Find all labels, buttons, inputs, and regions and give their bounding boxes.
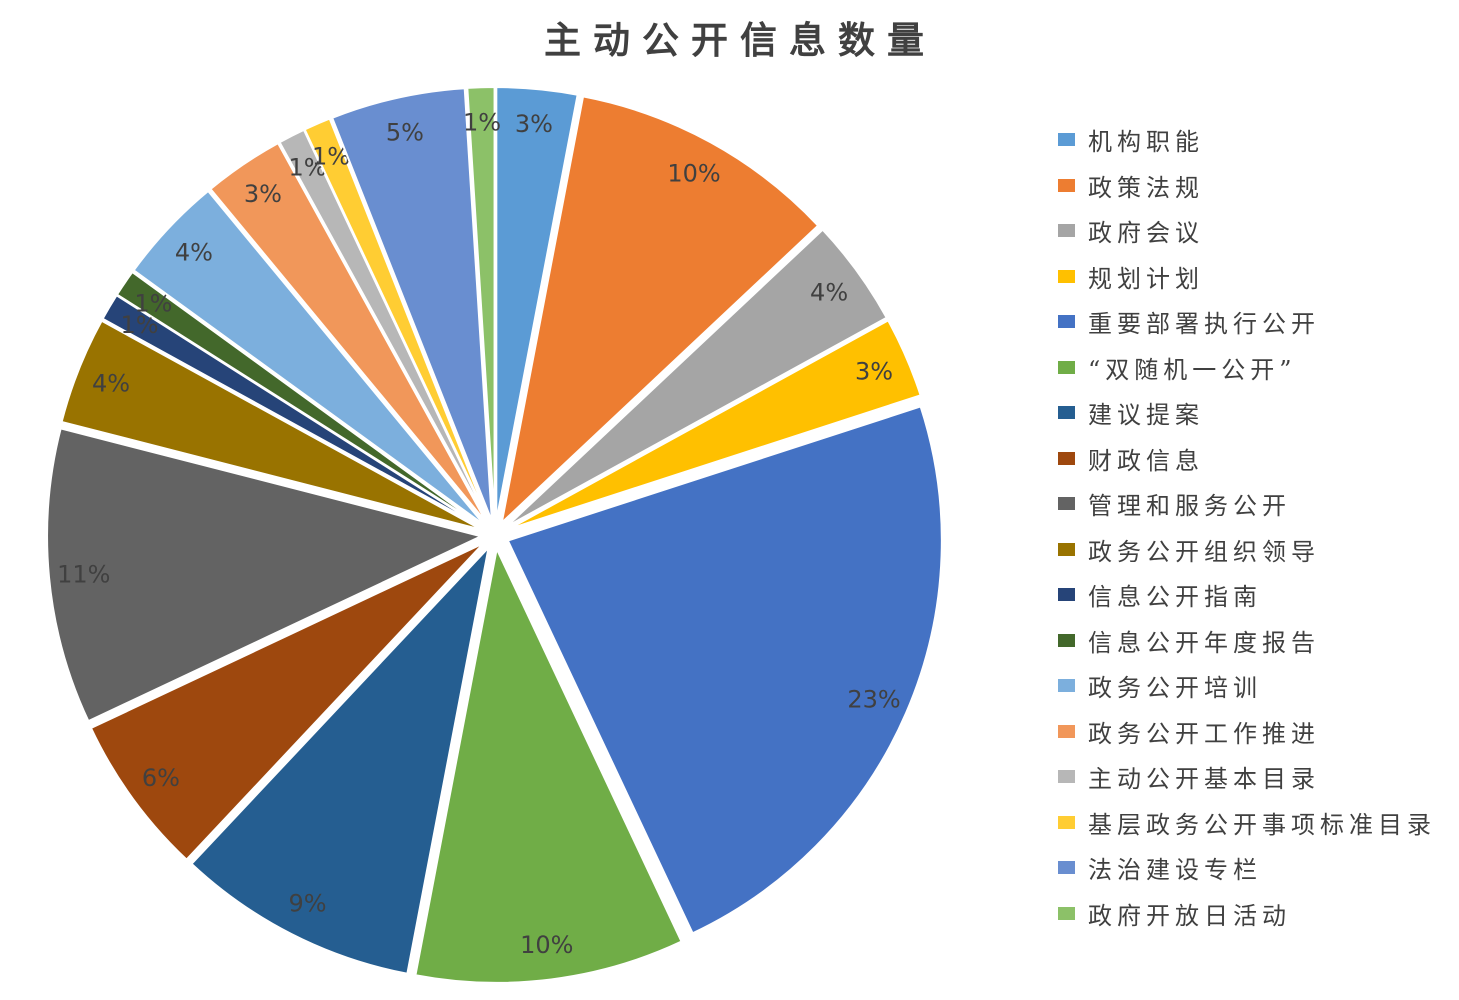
legend-swatch-icon [1058,815,1075,829]
legend-item-16: 基层政务公开事项标准目录 [1058,800,1436,846]
legend-label: 政务公开组织领导 [1088,537,1320,566]
legend-label: 建议提案 [1088,401,1204,430]
slice-data-label-10: 4% [92,369,130,397]
slice-data-label-1: 3% [515,110,553,138]
legend-swatch-icon [1058,178,1075,192]
legend-item-17: 法治建设专栏 [1058,845,1436,891]
legend-label: 重要部署执行公开 [1088,310,1320,339]
pie-slice-7 [190,546,490,975]
pie-slice-14 [209,142,489,525]
legend-swatch-icon [1058,224,1075,238]
legend-label: 政策法规 [1088,173,1204,202]
legend-item-12: 信息公开年度报告 [1058,618,1436,664]
slice-data-label-14: 3% [244,180,282,208]
legend-swatch-icon [1058,770,1075,784]
legend-item-1: 机构职能 [1058,117,1436,163]
pie-slice-1 [495,86,579,523]
pie-slice-18 [466,86,496,523]
legend-swatch-icon [1058,315,1075,329]
slice-data-label-13: 4% [175,239,213,267]
pie-slice-13 [132,190,486,527]
chart-title: 主动公开信息数量 [544,18,936,62]
pie-slice-4 [506,319,922,531]
pie-slice-10 [60,319,483,531]
slice-data-label-6: 10% [520,931,573,959]
legend-swatch-icon [1058,542,1075,556]
legend-label: 政务公开工作推进 [1088,719,1320,748]
legend-swatch-icon [1058,906,1075,920]
legend-swatch-icon [1058,861,1075,875]
legend-item-4: 规划计划 [1058,254,1436,300]
pie-slice-12 [115,271,485,529]
legend-label: 基层政务公开事项标准目录 [1088,810,1436,839]
legend-label: 政府开放日活动 [1088,901,1291,930]
legend-item-15: 主动公开基本目录 [1058,754,1436,800]
legend-item-6: “双随机一公开” [1058,345,1436,391]
pie-slice-9 [46,427,483,723]
pie-slice-6 [414,547,683,984]
legend-label: 管理和服务公开 [1088,492,1291,521]
slice-data-label-8: 6% [142,764,180,792]
legend-item-5: 重要部署执行公开 [1058,299,1436,345]
slice-data-label-5: 23% [847,685,900,713]
legend-swatch-icon [1058,133,1075,147]
pie-slice-5 [506,405,943,935]
legend-swatch-icon [1058,451,1075,465]
legend-label: 信息公开年度报告 [1088,628,1320,657]
slice-data-label-9: 11% [57,560,110,588]
legend-label: 政务公开培训 [1088,674,1262,703]
legend-swatch-icon [1058,497,1075,511]
pie-slice-3 [505,228,888,528]
pie-slice-17 [331,87,493,523]
legend-item-18: 政府开放日活动 [1058,891,1436,937]
legend-swatch-icon [1058,406,1075,420]
legend-swatch-icon [1058,588,1075,602]
legend: 机构职能政策法规政府会议规划计划重要部署执行公开 “双随机一公开” 建议提案财政信息… [1058,117,1436,936]
legend-label: 法治建设专栏 [1088,856,1262,885]
legend-label: 信息公开指南 [1088,583,1262,612]
pie-slice-8 [89,542,485,861]
slice-data-label-7: 9% [288,889,326,917]
legend-item-13: 政务公开培训 [1058,663,1436,709]
pie-slice-16 [303,117,491,524]
legend-item-10: 政务公开组织领导 [1058,527,1436,573]
legend-item-9: 管理和服务公开 [1058,481,1436,527]
legend-item-2: 政策法规 [1058,163,1436,209]
legend-label: “双随机一公开” [1088,355,1297,384]
legend-item-3: 政府会议 [1058,208,1436,254]
slice-data-label-2: 10% [667,160,720,188]
slice-data-label-17: 5% [386,118,424,146]
legend-swatch-icon [1058,633,1075,647]
legend-label: 财政信息 [1088,446,1204,475]
legend-item-7: 建议提案 [1058,390,1436,436]
legend-item-8: 财政信息 [1058,436,1436,482]
slice-data-label-18: 1% [463,109,501,137]
legend-swatch-icon [1058,269,1075,283]
pie-slice-2 [500,95,820,524]
legend-label: 政府会议 [1088,219,1204,248]
legend-item-14: 政务公开工作推进 [1058,709,1436,755]
slice-data-label-3: 4% [810,279,848,307]
slice-data-label-4: 3% [855,357,893,385]
legend-label: 机构职能 [1088,128,1204,157]
legend-swatch-icon [1058,679,1075,693]
legend-label: 主动公开基本目录 [1088,765,1320,794]
legend-swatch-icon [1058,724,1075,738]
legend-swatch-icon [1058,360,1075,374]
legend-label: 规划计划 [1088,264,1204,293]
legend-item-11: 信息公开指南 [1058,572,1436,618]
